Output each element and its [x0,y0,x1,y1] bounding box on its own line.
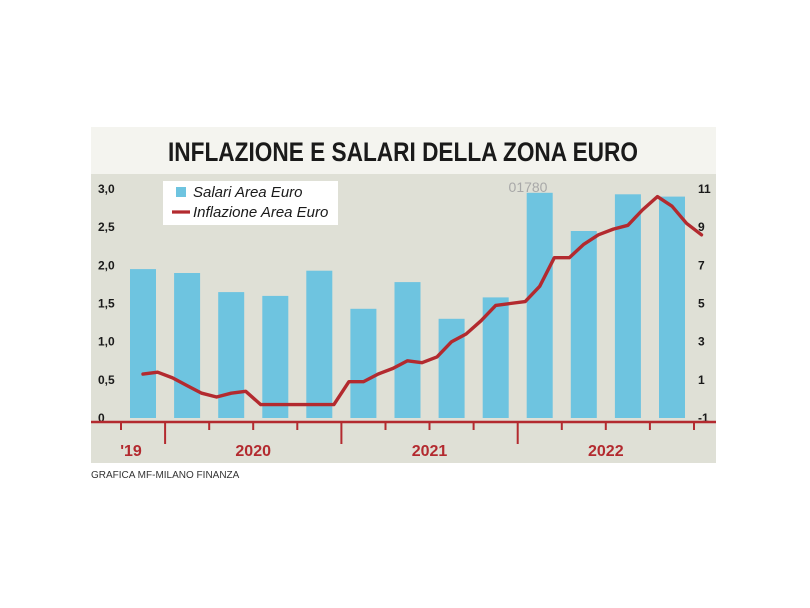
bar-salari-0 [130,269,156,418]
x-year-label: 2020 [235,443,271,460]
y-axis-left: 3,0 2,5 2,0 1,5 1,0 0,5 0 [98,182,115,425]
legend: Salari Area Euro Inflazione Area Euro [163,181,338,225]
bar-salari-9 [526,192,553,418]
y-left-tick-label: 0 [98,411,105,425]
legend-box [163,181,338,225]
y-left-tick-label: 0,5 [98,373,115,387]
bar-salari-12 [659,196,685,418]
y-right-tick-label: 1 [698,373,705,387]
x-year-label: 2022 [588,443,624,460]
x-axis: '19 2020 2021 2022 [91,420,716,460]
legend-label-salari: Salari Area Euro [193,184,303,201]
bar-salari-3 [262,295,289,418]
chart-title: INFLAZIONE E SALARI DELLA ZONA EURO [168,137,638,167]
y-axis-right: 11 9 7 5 3 1 -1 [698,182,711,425]
bar-salari-2 [218,292,245,418]
y-left-tick-label: 2,0 [98,258,115,272]
y-right-tick-label: 5 [698,297,705,311]
y-right-tick-label: 7 [698,258,705,272]
bar-salari-4 [306,270,333,418]
line-inflazione [141,194,704,407]
y-left-tick-label: 1,0 [98,335,115,349]
y-right-tick-label: 3 [698,335,705,349]
bar-salari-10 [570,231,597,418]
legend-swatch-salari [176,187,186,197]
title-bar [91,127,716,174]
bars-layer [130,192,685,418]
watermark-center: 01780 [509,179,548,195]
y-left-tick-label: 2,5 [98,220,115,234]
y-right-tick-label: -1 [698,411,709,425]
line-layer [141,194,704,407]
y-left-tick-label: 1,5 [98,297,115,311]
y-right-tick-label: 9 [698,220,705,234]
bar-salari-8 [482,297,509,418]
bar-salari-7 [438,318,465,418]
credit-text: GRAFICA MF-MILANO FINANZA [91,470,240,481]
legend-label-inflazione: Inflazione Area Euro [193,204,328,221]
bar-salari-1 [174,273,201,418]
y-left-tick-label: 3,0 [98,182,115,196]
x-year-label: '19 [120,443,142,460]
bar-salari-6 [394,282,421,418]
y-right-tick-label: 11 [698,182,711,196]
x-year-label: 2021 [412,443,448,460]
bar-salari-5 [350,308,377,418]
bar-salari-11 [614,194,641,418]
